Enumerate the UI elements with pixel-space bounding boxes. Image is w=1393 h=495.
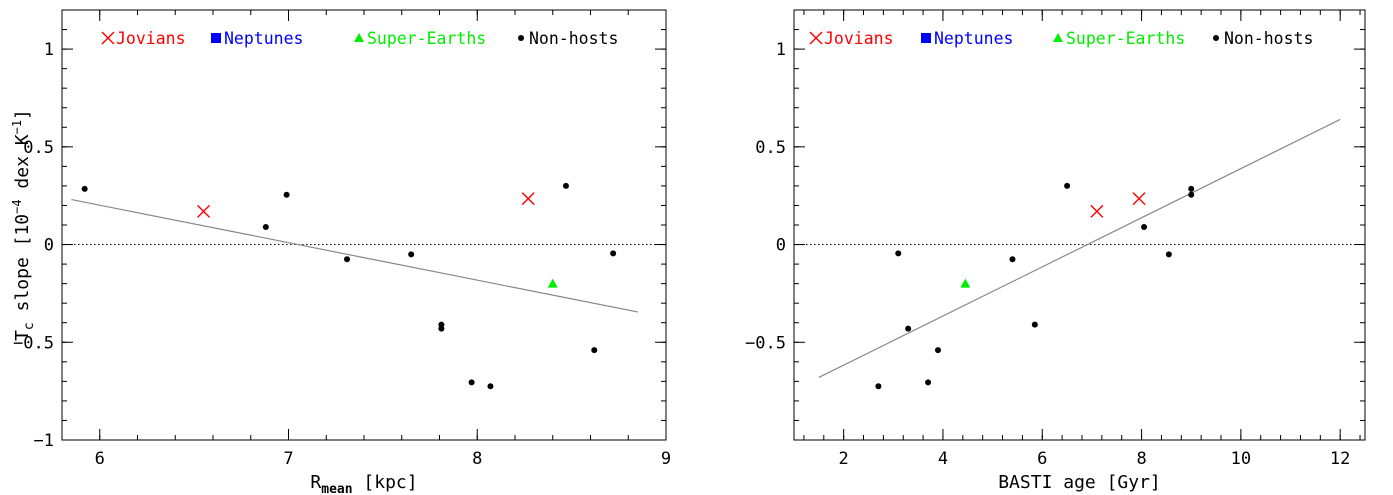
data-point-non-hosts	[1064, 182, 1071, 189]
panel-1: 6 7 8 9 −1 −0.5 0 0.5 1 Jovians Neptunes Super-Eart…	[13, 9, 671, 495]
data-point-super-earths	[547, 278, 558, 288]
y-axis-label: Tc slope [10−4 dex K−1]	[10, 109, 37, 341]
data-point-non-hosts	[905, 325, 912, 332]
data-point-jovians	[1132, 192, 1146, 206]
legend-marker-non-hosts	[518, 35, 524, 41]
data-point-super-earths	[960, 278, 971, 288]
y-axis-label-exp: −4	[10, 199, 24, 213]
x-tick-label: 4	[938, 449, 948, 469]
legend-label: Super-Earths	[1066, 29, 1185, 48]
y-tick-label: −1	[34, 431, 54, 451]
data-point-non-hosts	[1031, 321, 1038, 328]
legend-label: Jovians	[116, 29, 186, 48]
legend-label: Non-hosts	[529, 29, 618, 48]
cross-stroke-b	[1090, 204, 1104, 218]
data-point-non-hosts	[562, 182, 569, 189]
x-axis-label-main: BASTI age [Gyr]	[998, 472, 1161, 493]
y-axis-label-close: ]	[12, 109, 33, 120]
x-tick-label: 12	[1330, 449, 1350, 469]
y-axis-label-main: T	[12, 330, 33, 341]
x-axis-label-rest: [kpc]	[353, 472, 418, 493]
fit-line	[71, 199, 638, 313]
data-point-non-hosts	[438, 325, 445, 332]
legend-marker-super-earths	[1053, 33, 1063, 42]
y-tick-label: 1	[44, 40, 54, 60]
legend-marker-non-hosts	[1213, 35, 1219, 41]
panel-2: 2 4 6 8 10 12 −0.5 0 0.5 1 Jovians Neptunes Super-Ea…	[745, 9, 1366, 493]
y-tick-label: 1	[776, 40, 786, 60]
data-point-non-hosts	[895, 250, 902, 257]
y-axis-label-unit: dex K	[12, 134, 33, 199]
plot-frame	[793, 9, 1366, 441]
legend-label: Neptunes	[934, 29, 1013, 48]
legend-label: Jovians	[824, 29, 894, 48]
cross-stroke-b	[1132, 192, 1146, 206]
data-point-non-hosts	[1188, 191, 1195, 198]
legend-label: Super-Earths	[367, 29, 486, 48]
y-tick-label: 0	[776, 236, 786, 256]
data-point-jovians	[1090, 204, 1104, 218]
y-tick-label: 0.5	[23, 138, 54, 158]
data-point-non-hosts	[610, 250, 617, 257]
x-axis-label: Rmean [kpc]	[310, 472, 417, 495]
cross-stroke-b	[809, 31, 823, 45]
legend-label: Neptunes	[224, 29, 303, 48]
y-tick-label: −0.5	[13, 333, 54, 353]
data-point-non-hosts	[934, 347, 941, 354]
data-point-non-hosts	[283, 191, 290, 198]
legend-marker-neptunes	[211, 33, 221, 43]
legend-marker-jovians	[809, 31, 823, 45]
cross-stroke-b	[521, 192, 535, 206]
x-tick-label: 6	[95, 449, 105, 469]
y-tick-label: −0.5	[745, 333, 786, 353]
data-point-non-hosts	[925, 379, 932, 386]
data-point-non-hosts	[344, 256, 351, 263]
y-axis-label-unit_exp: −1	[10, 120, 24, 134]
x-tick-label: 2	[839, 449, 849, 469]
legend-label: Non-hosts	[1224, 29, 1313, 48]
x-tick-label: 8	[1136, 449, 1146, 469]
data-point-non-hosts	[1009, 256, 1016, 263]
x-axis-label-sub: mean	[321, 482, 352, 495]
plot-frame	[61, 9, 667, 441]
data-point-non-hosts	[408, 251, 415, 258]
data-point-non-hosts	[875, 383, 882, 390]
data-point-non-hosts	[1188, 185, 1195, 192]
data-point-non-hosts	[262, 223, 269, 230]
y-axis-label-rest: slope [10	[12, 214, 33, 322]
cross-stroke-b	[101, 31, 115, 45]
data-point-non-hosts	[81, 185, 88, 192]
legend-marker-neptunes	[921, 33, 931, 43]
data-point-jovians	[197, 204, 211, 218]
y-axis-label-sub: c	[22, 322, 37, 330]
legend-marker-super-earths	[354, 33, 364, 42]
x-tick-label: 10	[1231, 449, 1251, 469]
data-point-non-hosts	[468, 379, 475, 386]
x-axis-label-main: R	[310, 472, 321, 493]
data-point-non-hosts	[1165, 251, 1172, 258]
data-point-non-hosts	[591, 347, 598, 354]
x-axis-label: BASTI age [Gyr]	[998, 472, 1161, 493]
x-tick-label: 7	[283, 449, 293, 469]
y-tick-label: 0	[44, 236, 54, 256]
data-point-jovians	[521, 192, 535, 206]
fit-line	[818, 118, 1341, 378]
legend-marker-jovians	[101, 31, 115, 45]
data-point-non-hosts	[487, 383, 494, 390]
x-tick-label: 8	[472, 449, 482, 469]
cross-stroke-b	[197, 204, 211, 218]
y-tick-label: 0.5	[755, 138, 786, 158]
data-point-non-hosts	[1141, 223, 1148, 230]
x-tick-label: 6	[1037, 449, 1047, 469]
x-tick-label: 9	[661, 449, 671, 469]
